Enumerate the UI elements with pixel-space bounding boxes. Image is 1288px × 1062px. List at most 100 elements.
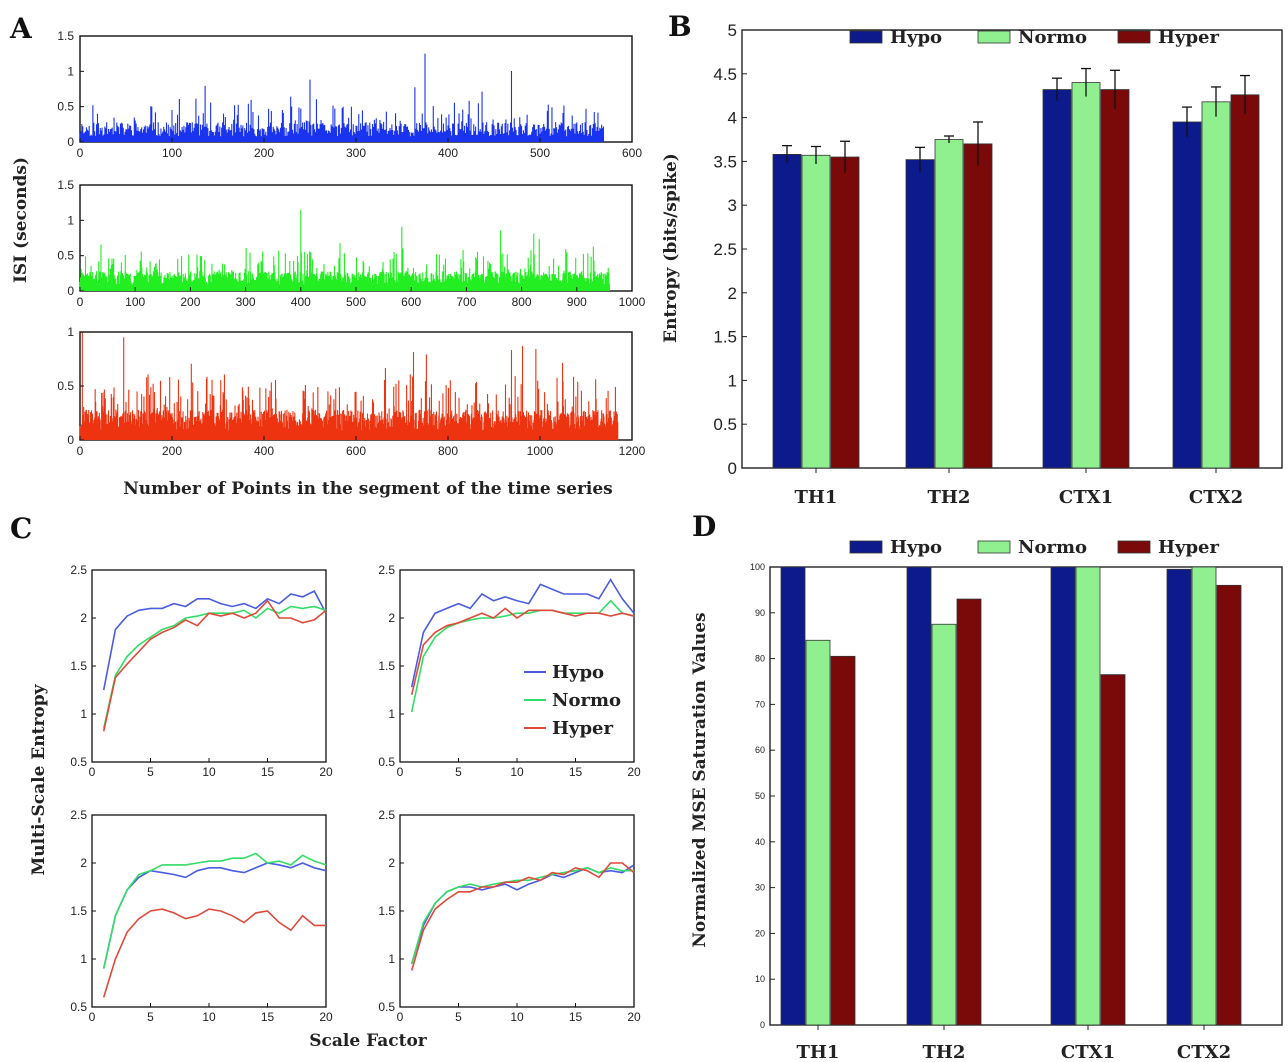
error-bar (1240, 74, 1250, 115)
x-tick-label: 800 (438, 444, 458, 458)
x-tick-label: 0 (89, 765, 96, 779)
x-tick-label: 1000 (527, 444, 554, 458)
y-axis-title: Entropy (bits/spike) (661, 153, 681, 343)
y-tick-label: 0.5 (378, 1000, 395, 1014)
x-tick-label: 5 (455, 1010, 462, 1024)
y-tick-label: 2.5 (70, 808, 87, 822)
panel-c: C0 5 10 15 200.511.522.50 5 10 15 200.511.522.50… (10, 512, 641, 1051)
y-axis-title: ISI (seconds) (11, 157, 31, 283)
bar-normo-th2 (931, 623, 957, 1026)
y-tick-label: 1.5 (57, 29, 74, 43)
y-tick-label: 3 (728, 196, 737, 215)
legend-swatch-normo (977, 540, 1011, 554)
plot-frame (91, 569, 327, 763)
error-bar (1081, 67, 1091, 97)
x-tick-label: 900 (567, 295, 587, 309)
y-tick-label: 1 (80, 707, 87, 721)
y-tick-label: 10 (755, 974, 765, 984)
x-tick-label: 500 (346, 295, 366, 309)
y-tick-label: 1.5 (57, 178, 74, 192)
legend-label-hyper: Hyper (552, 718, 614, 739)
legend-swatch-hyper (1117, 540, 1151, 554)
mse-line-hyper (410, 862, 635, 971)
y-tick-label: 2 (388, 856, 395, 870)
x-axis-title: Scale Factor (309, 1031, 428, 1051)
x-tick-label: 0 (77, 146, 84, 160)
mse-line-hypo (102, 862, 327, 969)
y-tick-label: 2.5 (378, 563, 395, 577)
legend-label-normo: Normo (552, 690, 621, 711)
y-tick-label: 4.5 (713, 65, 737, 84)
legend-swatch-hypo (849, 30, 883, 44)
x-tick-label: 10 (202, 1010, 216, 1024)
y-tick-label: 1 (67, 213, 74, 227)
y-tick-label: 0.5 (57, 379, 74, 393)
category-label: TH1 (797, 1042, 840, 1062)
x-tick-label: 600 (401, 295, 421, 309)
error-bar (1110, 69, 1120, 109)
bar-hyper-th1 (830, 156, 860, 469)
y-tick-label: 1 (388, 707, 395, 721)
y-tick-label: 2.5 (70, 563, 87, 577)
error-bar (1182, 106, 1192, 137)
x-tick-label: 15 (569, 765, 583, 779)
x-tick-label: 600 (346, 444, 366, 458)
x-tick-label: 1200 (619, 444, 646, 458)
y-tick-label: 60 (755, 745, 765, 755)
error-bar (944, 135, 954, 144)
x-tick-label: 10 (510, 1010, 524, 1024)
x-tick-label: 5 (455, 765, 462, 779)
x-tick-label: 0 (397, 765, 404, 779)
bar-hyper-ctx1 (1100, 89, 1130, 469)
mse-line-normo (102, 605, 327, 729)
category-label: CTX2 (1189, 487, 1243, 508)
category-label: CTX1 (1061, 1042, 1115, 1062)
mse-line-hyper (102, 599, 327, 732)
panel-letter-c: C (10, 512, 32, 545)
x-tick-label: 0 (397, 1010, 404, 1024)
isi-series-line (79, 332, 619, 440)
legend-label-hypo: Hypo (890, 27, 942, 48)
error-bar (840, 140, 850, 173)
bar-normo-th2 (934, 139, 964, 469)
y-tick-label: 0 (67, 433, 74, 447)
y-tick-label: 0 (67, 284, 74, 298)
y-tick-label: 40 (755, 837, 765, 847)
y-tick-label: 2.5 (713, 240, 737, 259)
x-tick-label: 300 (346, 146, 366, 160)
y-tick-label: 0 (728, 459, 737, 478)
legend-label-normo: Normo (1018, 27, 1087, 48)
bar-hyper-ctx1 (1100, 674, 1126, 1026)
bar-hypo-th2 (905, 159, 935, 469)
y-tick-label: 0.5 (70, 755, 87, 769)
y-tick-label: 90 (755, 608, 765, 618)
y-tick-label: 1 (728, 371, 737, 390)
category-label: CTX1 (1059, 487, 1113, 508)
mse-line-hypo (102, 590, 327, 691)
isi-subplot: 0 100 200 300 400 500 600 700 800 900 1000 0 0.5 1 1.5 (57, 178, 645, 309)
x-tick-label: 0 (89, 1010, 96, 1024)
error-bar (1211, 86, 1221, 117)
y-axis-title: Multi-Scale Entropy (29, 683, 49, 875)
isi-series-line (79, 53, 605, 142)
error-bar (915, 146, 925, 172)
bar-normo-ctx2 (1201, 101, 1231, 469)
legend-label-hyper: Hyper (1158, 537, 1220, 558)
x-tick-label: 200 (254, 146, 274, 160)
bar-normo-ctx1 (1071, 82, 1101, 469)
category-label: CTX2 (1177, 1042, 1231, 1062)
x-tick-label: 200 (162, 444, 182, 458)
y-tick-label: 0 (67, 135, 74, 149)
y-tick-label: 100 (750, 562, 765, 572)
mse-subplot: 0 5 10 15 20 0.5 1 1.5 2 2.5 (70, 563, 333, 779)
x-tick-label: 20 (319, 1010, 333, 1024)
x-tick-label: 20 (627, 765, 641, 779)
y-axis-title: Normalized MSE Saturation Values (690, 612, 710, 947)
legend-label-hyper: Hyper (1158, 27, 1220, 48)
panel-letter-b: B (668, 10, 692, 43)
legend-label-normo: Normo (1018, 537, 1087, 558)
legend-swatch-hyper (1117, 30, 1151, 44)
x-tick-label: 100 (162, 146, 182, 160)
